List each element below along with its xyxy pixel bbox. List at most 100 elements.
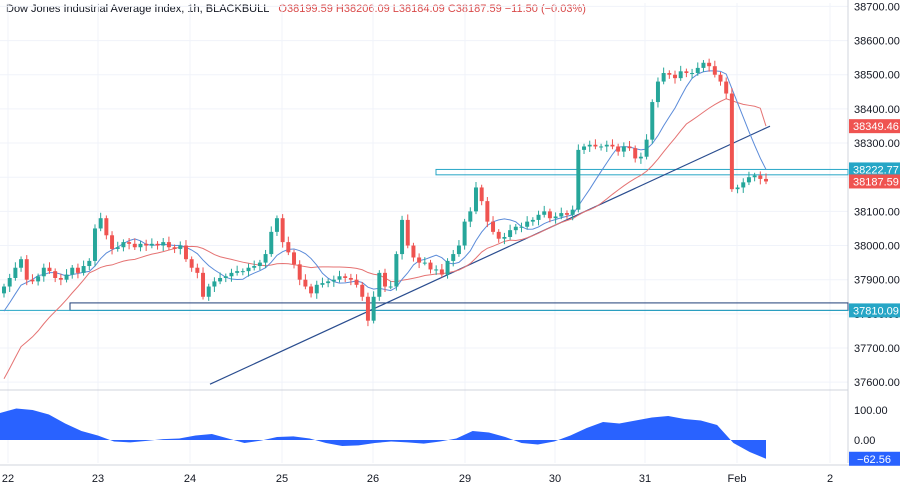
candle-body	[508, 230, 513, 237]
candle-body	[303, 279, 308, 287]
candle-body	[257, 262, 262, 267]
candle-body	[661, 73, 666, 82]
candle-body	[149, 243, 154, 246]
candle-body	[183, 245, 188, 260]
candle-body	[752, 175, 757, 178]
candle-body	[718, 74, 723, 82]
candle-body	[439, 269, 444, 275]
price-label-text: 37810.09	[853, 305, 899, 317]
candle-body	[383, 272, 387, 287]
candle-body	[673, 74, 678, 79]
price-label-text: 38187.59	[853, 176, 899, 188]
candle-body	[422, 262, 427, 264]
time-tick-label: 22	[2, 473, 14, 485]
price-tick-label: 38100.00	[854, 206, 900, 218]
candle-body	[735, 187, 740, 190]
candle-body	[348, 277, 353, 280]
candle-body	[712, 66, 717, 75]
candle-body	[570, 209, 575, 215]
candle-body	[360, 284, 365, 297]
candle-body	[456, 245, 461, 255]
candle-body	[411, 245, 416, 258]
candle-body	[587, 144, 592, 147]
candle-body	[98, 218, 103, 229]
candle-body	[542, 211, 547, 215]
candle-body	[235, 271, 240, 273]
candle-body	[695, 67, 700, 74]
time-tick-label: 2	[827, 473, 833, 485]
price-axis: 37600.0037700.0037800.0037900.0038000.00…	[849, 1, 900, 466]
candle-body	[47, 267, 52, 272]
candle-body	[206, 286, 211, 297]
candle-body	[559, 213, 564, 217]
time-axis: 22 23 24 25 26 29 30 31 Feb 2	[2, 473, 833, 485]
candle-body	[616, 146, 621, 152]
candle-body	[297, 264, 302, 280]
horizontal-levels	[0, 168, 849, 311]
candle-body	[365, 296, 370, 321]
candle-body	[280, 218, 285, 243]
candle-body	[104, 218, 109, 236]
price-label-box	[849, 303, 900, 318]
candles	[2, 58, 768, 327]
candle-body	[667, 73, 672, 75]
candle-body	[144, 243, 149, 246]
candle-body	[13, 267, 18, 278]
candle-body	[138, 243, 143, 248]
candle-body	[468, 211, 473, 222]
candle-body	[229, 272, 234, 277]
price-label-box	[849, 174, 900, 189]
price-tick-label: 38400.00	[854, 104, 900, 116]
candle-body	[491, 221, 496, 232]
candle-body	[502, 236, 507, 239]
candle-body	[218, 277, 223, 282]
candle-body	[269, 231, 274, 255]
price-label-box	[849, 162, 900, 177]
candle-body	[70, 267, 75, 275]
candle-body	[189, 259, 194, 268]
price-tick-label: 38500.00	[854, 70, 900, 82]
candle-body	[377, 272, 382, 297]
candle-body	[161, 242, 166, 246]
price-tick-label: 38000.00	[854, 241, 900, 253]
candle-body	[553, 216, 558, 219]
oscillator-area	[0, 408, 766, 459]
candle-body	[746, 177, 751, 183]
candle-body	[485, 201, 490, 222]
candle-body	[405, 219, 410, 246]
time-tick-label: 29	[459, 473, 471, 485]
candle-body	[576, 149, 581, 210]
candle-body	[525, 221, 530, 227]
candle-body	[678, 71, 683, 79]
price-tick-label: 37700.00	[854, 343, 900, 355]
candle-body	[263, 254, 268, 263]
candle-body	[201, 272, 206, 297]
oscillator-panel	[0, 408, 766, 459]
oscillator-tick-label: 100.00	[854, 405, 888, 417]
candle-body	[530, 219, 535, 222]
candle-body	[320, 283, 325, 285]
candle-body	[87, 260, 92, 267]
candle-body	[75, 267, 80, 273]
candle-body	[394, 254, 399, 287]
time-tick-label: 25	[276, 473, 288, 485]
price-label-text: 38222.77	[853, 164, 899, 176]
candle-body	[479, 187, 484, 202]
candle-body	[195, 267, 200, 273]
candle-body	[252, 266, 257, 268]
candle-body	[547, 211, 552, 219]
candle-body	[53, 271, 58, 278]
price-tick-label: 37900.00	[854, 275, 900, 287]
price-tick-label: 38600.00	[854, 36, 900, 48]
ascending-trendline	[209, 125, 771, 385]
candle-body	[30, 279, 35, 282]
candle-body	[343, 276, 348, 278]
candle-body	[593, 144, 598, 147]
oscillator-label-text: −62.56	[857, 454, 891, 466]
candle-body	[724, 81, 729, 94]
candle-body	[650, 102, 655, 140]
candle-body	[58, 277, 63, 280]
candle-body	[178, 245, 183, 249]
candle-body	[428, 262, 433, 270]
